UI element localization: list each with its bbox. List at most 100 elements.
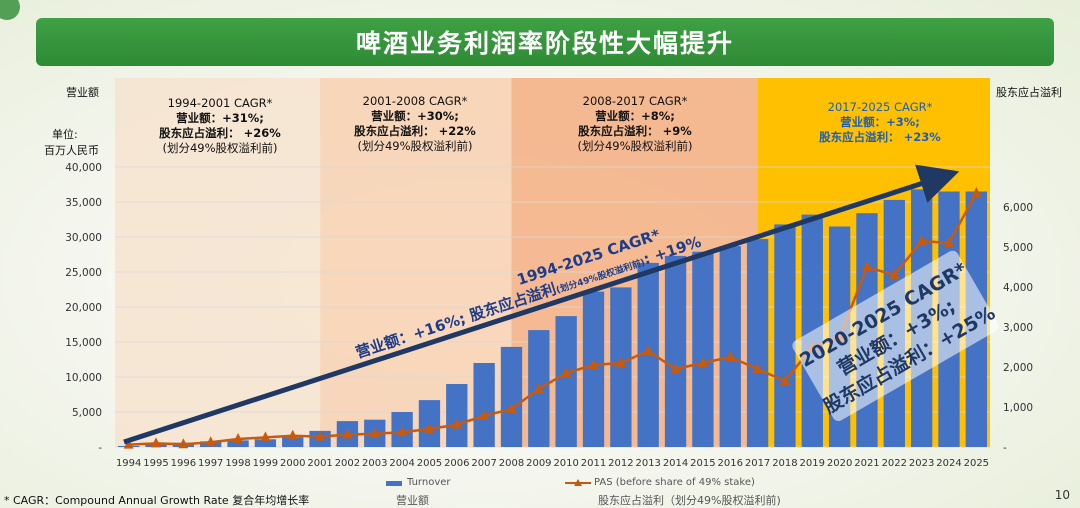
bar-turnover [446, 384, 468, 447]
period-2-turnover: 营业额：+30%; [371, 109, 459, 123]
x-tick-label: 2004 [389, 458, 414, 469]
x-tick-label: 2006 [444, 458, 469, 469]
period-3-box: 2008-2017 CAGR* 营业额：+8%; 股东应占溢利： +9% (划分… [540, 94, 730, 154]
right-tick-label: 5,000 [1003, 242, 1033, 254]
bar-turnover [582, 291, 605, 447]
period-4-pas: 股东应占溢利： +23% [819, 130, 941, 144]
left-tick-label: 10,000 [65, 372, 102, 384]
page-title: 啤酒业务利润率阶段性大幅提升 [355, 29, 734, 58]
period-3-label: 2008-2017 CAGR* [582, 94, 688, 108]
period-4-turnover: 营业额：+3%; [840, 115, 920, 129]
point-pas [533, 383, 544, 393]
point-pas [588, 359, 599, 369]
bar-turnover [746, 239, 769, 447]
x-tick-label: 1995 [143, 458, 168, 469]
recent-cagr-box: 2020-2025 CAGR*营业额：+3%;股东应占溢利：+25% [792, 250, 999, 422]
point-pas [779, 375, 790, 385]
x-tick-label: 1996 [171, 458, 196, 469]
bar-turnover [719, 246, 741, 447]
point-pas [670, 363, 681, 373]
left-tick-label: 25,000 [65, 267, 102, 279]
point-pas [943, 237, 954, 247]
bar-turnover [254, 439, 277, 447]
period-1-pas: 股东应占溢利： +26% [159, 126, 281, 140]
bar-turnover [473, 363, 495, 447]
left-tick-label: 30,000 [65, 232, 102, 244]
left-tick-label: 5,000 [72, 407, 102, 419]
point-pas [971, 187, 982, 197]
bar-turnover [664, 255, 687, 447]
recent-cagr-bg [792, 250, 999, 422]
legend-pas-cn: 股东应占溢利（划分49%股权溢利前) [598, 494, 781, 507]
point-pas [916, 235, 927, 245]
legend-turnover-cn: 营业额 [396, 494, 429, 507]
right-tick-label: 1,000 [1003, 402, 1033, 414]
x-tick-label: 1998 [225, 458, 250, 469]
left-tick-label: 40,000 [65, 162, 102, 174]
point-pas [369, 427, 380, 438]
bar-turnover [692, 251, 714, 447]
x-tick-label: 2022 [882, 458, 907, 469]
point-pas [287, 429, 298, 440]
x-tick-label: 2024 [936, 458, 961, 469]
x-tick-label: 2013 [635, 458, 660, 469]
x-tick-label: 2007 [471, 458, 496, 469]
x-tick-label: 2019 [800, 458, 825, 469]
x-tick-label: 2010 [553, 458, 578, 469]
page-number: 10 [1054, 488, 1070, 502]
point-pas [506, 403, 517, 413]
point-pas [424, 423, 435, 433]
bar-turnover [227, 440, 249, 447]
point-pas [752, 363, 763, 373]
legend-turnover-en: Turnover [407, 477, 451, 488]
x-tick-label: 2020 [827, 458, 852, 469]
period-2-box: 2001-2008 CAGR* 营业额：+30%; 股东应占溢利： +22% (… [320, 94, 510, 154]
right-tick-label: 4,000 [1003, 282, 1033, 294]
period-2-note: (划分49%股权溢利前) [357, 139, 473, 153]
period-1-label: 1994-2001 CAGR* [167, 96, 273, 110]
left-axis-label: 营业额 [66, 86, 99, 99]
x-tick-label: 2002 [335, 458, 360, 469]
point-pas [397, 426, 408, 437]
point-pas [178, 438, 189, 449]
unit-label: 单位: [52, 128, 78, 141]
left-tick-label: 15,000 [65, 337, 102, 349]
point-pas [615, 357, 626, 367]
bar-turnover [555, 316, 577, 447]
period-2-label: 2001-2008 CAGR* [362, 94, 468, 108]
x-tick-label: 2014 [663, 458, 688, 469]
x-tick-label: 2025 [964, 458, 989, 469]
period-2-pas: 股东应占溢利： +22% [354, 124, 476, 138]
x-tick-label: 2021 [854, 458, 879, 469]
right-tick-label: 3,000 [1003, 322, 1033, 334]
period-1-box: 1994-2001 CAGR* 营业额：+31%; 股东应占溢利： +26% (… [120, 96, 320, 156]
right-tick-label: - [1003, 442, 1007, 454]
point-pas [697, 357, 708, 367]
unit-value: 百万人民币 [44, 144, 99, 157]
right-axis-label: 股东应占溢利 [996, 86, 1062, 99]
period-3-note: (划分49%股权溢利前) [577, 139, 693, 153]
point-pas [233, 433, 244, 443]
point-pas [725, 351, 736, 361]
point-pas [889, 269, 900, 279]
period-1-note: (划分49%股权溢利前) [162, 141, 278, 155]
x-tick-label: 1994 [116, 458, 141, 469]
x-tick-label: 2001 [307, 458, 332, 469]
point-pas [643, 345, 654, 355]
period-4-box: 2017-2025 CAGR* 营业额：+3%; 股东应占溢利： +23% [780, 100, 980, 145]
period-4-label: 2017-2025 CAGR* [827, 100, 933, 114]
legend-pas-swatch [565, 479, 591, 486]
cagr-arrow [123, 164, 960, 445]
period-3-turnover: 营业额：+8%; [595, 109, 675, 123]
x-tick-label: 2012 [608, 458, 633, 469]
left-tick-label: 20,000 [65, 302, 102, 314]
point-pas [342, 428, 353, 439]
point-pas [479, 409, 490, 420]
bar-turnover [500, 346, 523, 447]
left-tick-label: - [98, 442, 102, 454]
bar-turnover [610, 287, 632, 447]
leaf-logo-icon [0, 0, 20, 20]
point-pas [205, 436, 216, 447]
title-banner: 啤酒业务利润率阶段性大幅提升 [36, 18, 1054, 66]
